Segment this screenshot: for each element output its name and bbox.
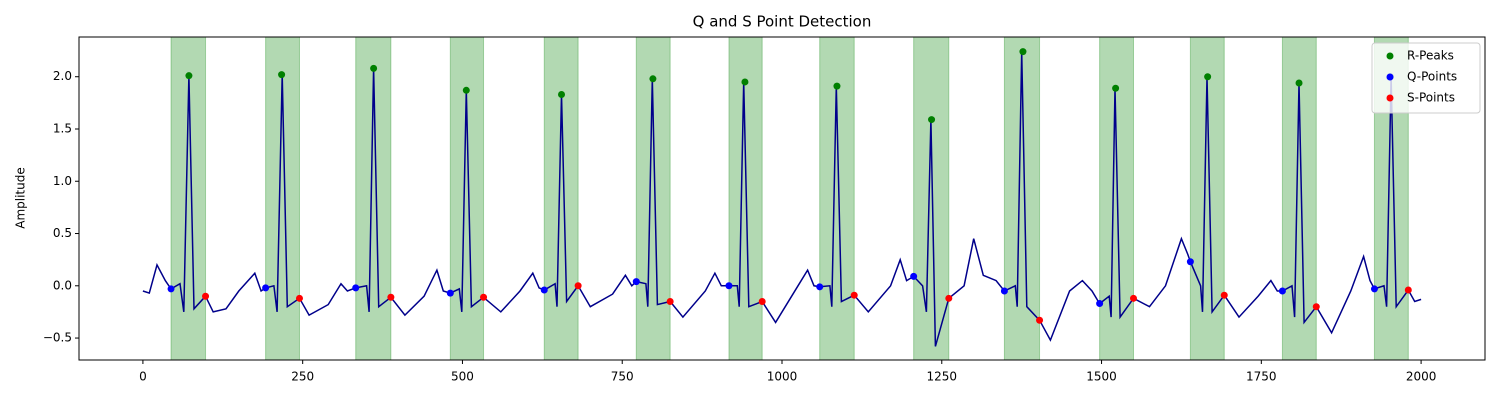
point xyxy=(833,82,841,90)
chart-title: Q and S Point Detection xyxy=(693,13,872,31)
point xyxy=(741,78,749,86)
point xyxy=(352,284,360,292)
point xyxy=(1112,84,1120,92)
qs-region xyxy=(728,36,763,361)
point xyxy=(1130,294,1137,302)
point xyxy=(540,286,548,294)
point xyxy=(167,285,175,293)
legend-label: R-Peaks xyxy=(1407,49,1454,63)
point xyxy=(446,289,454,297)
point xyxy=(574,282,582,290)
point xyxy=(387,293,395,301)
point xyxy=(816,283,824,291)
ecg-line xyxy=(142,51,1422,347)
y-tick-label: 0.0 xyxy=(53,278,72,292)
legend-marker xyxy=(1386,73,1394,81)
y-axis-label: Amplitude xyxy=(14,167,28,229)
x-tick-label: 1000 xyxy=(767,370,798,384)
x-tick-label: 250 xyxy=(291,370,314,384)
point xyxy=(850,291,858,299)
point xyxy=(370,64,378,72)
qs-region xyxy=(913,36,950,361)
qs-region xyxy=(449,36,485,361)
point xyxy=(725,282,733,290)
point xyxy=(1295,79,1303,87)
plot-frame xyxy=(78,36,1486,361)
x-tick-label: 1250 xyxy=(926,370,957,384)
x-tick-label: 1750 xyxy=(1246,370,1277,384)
y-tick-label: 1.0 xyxy=(53,174,72,188)
legend-label: Q-Points xyxy=(1407,70,1457,84)
point xyxy=(1278,287,1286,295)
legend-marker xyxy=(1386,52,1394,60)
x-tick-label: 750 xyxy=(611,370,634,384)
point xyxy=(1000,287,1008,295)
legend-marker xyxy=(1386,94,1394,102)
point xyxy=(1036,316,1044,324)
x-tick-label: 2000 xyxy=(1406,370,1437,384)
legend-box xyxy=(1371,42,1481,114)
point xyxy=(480,293,488,301)
point xyxy=(1096,300,1104,308)
point xyxy=(1204,73,1212,81)
point xyxy=(295,294,303,302)
y-tick-label: 0.5 xyxy=(53,226,72,240)
point xyxy=(649,75,657,83)
y-tick-label: 2.0 xyxy=(53,69,72,83)
qs-region xyxy=(543,36,579,361)
point xyxy=(1220,291,1228,299)
point xyxy=(1019,48,1027,56)
x-tick-label: 1500 xyxy=(1086,370,1117,384)
point xyxy=(758,297,766,305)
legend-label: S-Points xyxy=(1407,91,1455,105)
x-tick-label: 0 xyxy=(139,370,147,384)
point xyxy=(462,86,470,94)
point xyxy=(928,116,936,124)
y-tick-label: −0.5 xyxy=(43,331,72,345)
point xyxy=(666,297,674,305)
point xyxy=(278,71,286,79)
point xyxy=(945,294,953,302)
point xyxy=(1404,286,1412,294)
point xyxy=(262,284,270,292)
point xyxy=(1312,303,1320,311)
point xyxy=(1370,285,1378,293)
point xyxy=(632,278,640,286)
y-tick-label: 1.5 xyxy=(53,121,72,135)
point xyxy=(910,272,918,280)
x-tick-label: 500 xyxy=(451,370,474,384)
point xyxy=(185,72,193,80)
qs-region xyxy=(635,36,671,361)
point xyxy=(202,292,210,300)
point xyxy=(1186,258,1194,266)
point xyxy=(558,90,566,98)
